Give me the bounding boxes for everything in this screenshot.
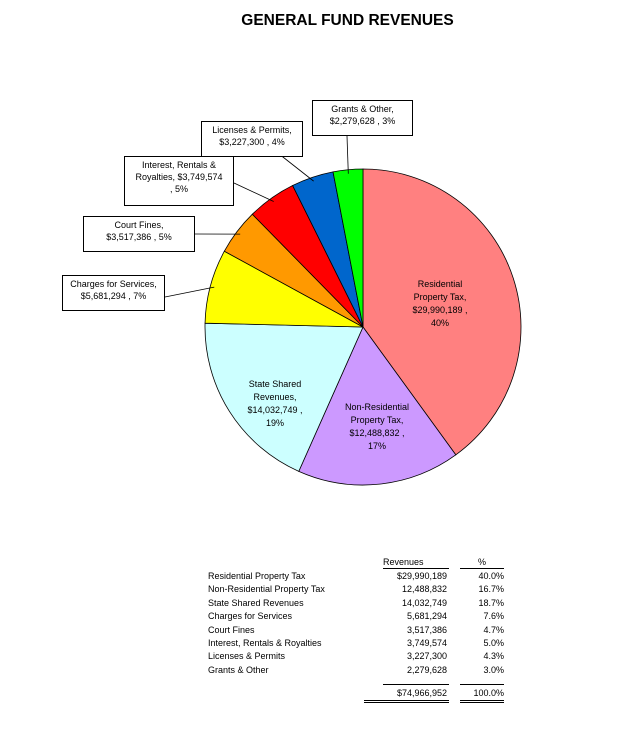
row-value: 3,517,386 (406, 624, 447, 635)
slice-data-label: $29,990,189 , (412, 305, 467, 315)
row-value: 3,749,574 (406, 637, 447, 648)
table-row: Residential Property Tax $29,990,189 40.0% (208, 570, 508, 583)
slice-callout-label: Grants & Other, $2,279,628 , 3% (312, 100, 413, 136)
callout-text-line: $3,227,300 , 4% (219, 137, 285, 147)
slice-data-label: Non-Residential (345, 402, 409, 412)
slice-data-label: 17% (368, 441, 386, 451)
callout-leader-line (164, 286, 215, 298)
callout-text-line: Royalties, $3,749,574 (135, 172, 223, 182)
table-total-row: $74,966,952 100.0% (208, 687, 508, 700)
row-label: Grants & Other (208, 664, 269, 675)
table-row: Interest, Rentals & Royalties 3,749,574 5.… (208, 637, 508, 650)
total-double-underline (364, 700, 449, 703)
row-label: Court Fines (208, 624, 255, 635)
row-percent: 5.0% (483, 637, 504, 648)
callout-text-line: Grants & Other, (331, 104, 394, 114)
total-percent: 100.0% (473, 688, 504, 698)
slice-callout-label: Charges for Services, $5,681,294 , 7% (62, 275, 165, 311)
row-value: 2,279,628 (406, 664, 447, 675)
row-percent: 40.0% (478, 571, 504, 581)
slice-data-label: Property Tax, (414, 292, 467, 302)
pie-slice-non-residential-property-tax (298, 326, 457, 486)
row-value: $29,990,189 (396, 571, 447, 581)
slice-data-label: Residential (418, 279, 463, 289)
total-double-underline (460, 700, 504, 703)
row-label: Residential Property Tax (208, 571, 306, 581)
row-value: 14,032,749 (401, 597, 447, 608)
callout-text-line: Licenses & Permits, (212, 125, 292, 135)
callout-text-line: $5,681,294 , 7% (80, 291, 147, 301)
slice-data-label: Revenues, (253, 392, 296, 402)
slice-callout-label: Court Fines, $3,517,386 , 5% (83, 216, 195, 252)
table-row: Non-Residential Property Tax 12,488,832 16… (208, 583, 508, 596)
slice-data-label: Property Tax, (351, 415, 404, 425)
table-row: Grants & Other 2,279,628 3.0% (208, 664, 508, 677)
row-value: 5,681,294 (406, 611, 447, 622)
slice-callout-label: Licenses & Permits, $3,227,300 , 4% (201, 121, 303, 157)
table-row: Court Fines 3,517,386 4.7% (208, 624, 508, 637)
row-percent: 16.7% (478, 584, 504, 595)
chart-title: GENERAL FUND REVENUES (241, 12, 454, 29)
table-row: Licenses & Permits 3,227,300 4.3% (208, 650, 508, 663)
row-percent: 4.3% (483, 651, 504, 662)
row-value: 12,488,832 (401, 584, 447, 595)
row-percent: 4.7% (483, 624, 504, 635)
total-value: $74,966,952 (396, 688, 447, 698)
row-label: State Shared Revenues (208, 597, 304, 608)
row-percent: 7.6% (483, 611, 504, 622)
callout-text-line: Charges for Services, (70, 279, 157, 289)
header-percent: % (478, 557, 487, 567)
header-underline (383, 568, 449, 569)
table-row: Charges for Services 5,681,294 7.6% (208, 610, 508, 623)
header-revenues: Revenues (383, 557, 424, 567)
table-row: State Shared Revenues 14,032,749 18.7% (208, 597, 508, 610)
row-value: 3,227,300 (406, 651, 447, 662)
slice-data-label: $12,488,832 , (349, 428, 404, 438)
slice-data-label: 19% (266, 418, 284, 428)
callout-leader-line (346, 135, 349, 174)
callout-text-line: , 5% (169, 184, 188, 194)
callout-text-line: Interest, Rentals & (141, 160, 217, 170)
sum-line (460, 684, 504, 685)
callout-text-line: Court Fines, (114, 220, 164, 230)
sum-line (383, 684, 449, 685)
slice-data-label: 40% (431, 318, 449, 328)
slice-data-label: $14,032,749 , (247, 405, 302, 415)
slice-data-label: State Shared (249, 379, 302, 389)
slice-callout-label: Interest, Rentals & Royalties, $3,749,574… (124, 156, 234, 206)
row-label: Licenses & Permits (208, 651, 286, 662)
callout-leader-line (233, 182, 274, 202)
row-percent: 3.0% (483, 664, 504, 675)
header-underline (460, 568, 504, 569)
row-label: Charges for Services (208, 611, 293, 622)
row-label: Non-Residential Property Tax (208, 584, 325, 595)
pie-slice-state-shared-revenues (204, 322, 364, 472)
callout-text-line: $3,517,386 , 5% (106, 232, 172, 242)
pie-chart: Residential Property Tax, $29,990,189 , 40%… (164, 135, 522, 486)
callout-text-line: $2,279,628 , 3% (329, 116, 396, 126)
row-label: Interest, Rentals & Royalties (208, 637, 322, 648)
pie-slice-residential-property-tax (362, 168, 522, 456)
row-percent: 18.7% (478, 597, 504, 608)
